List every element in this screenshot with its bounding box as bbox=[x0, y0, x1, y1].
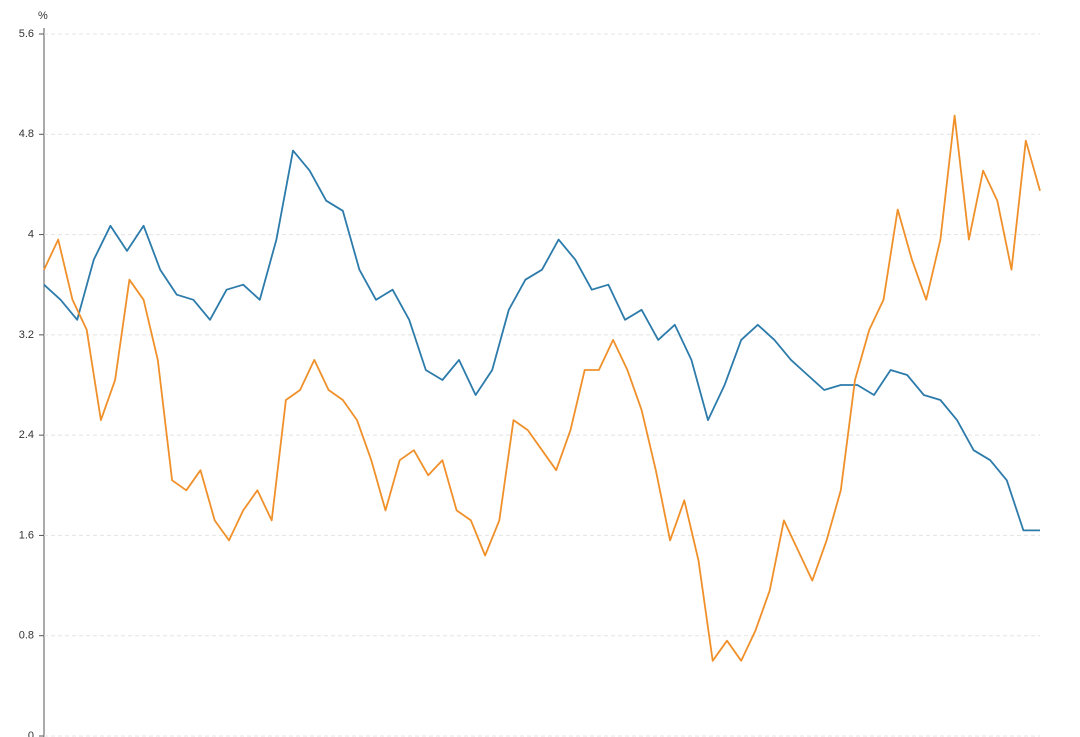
y-tick-label: 0 bbox=[28, 730, 34, 737]
data-line bbox=[43, 114, 1041, 662]
y-tick-label: 5.6 bbox=[19, 28, 34, 40]
y-tick-label: 4.8 bbox=[19, 128, 34, 140]
data-line bbox=[43, 149, 1040, 532]
y-tick-label: 2.4 bbox=[19, 429, 34, 441]
y-tick-label: 0.8 bbox=[19, 630, 34, 642]
y-tick-label: 4 bbox=[28, 228, 34, 240]
y-tick-label: 1.6 bbox=[19, 529, 34, 541]
y-axis-label: % bbox=[38, 10, 48, 22]
y-tick-label: 3.2 bbox=[19, 329, 34, 341]
